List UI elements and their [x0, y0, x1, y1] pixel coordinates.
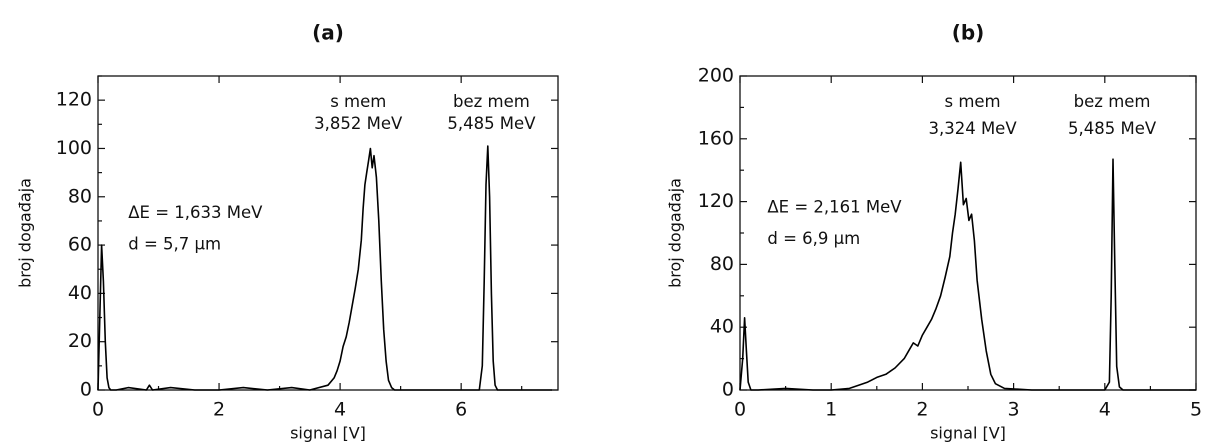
y-tick-label: 40 — [68, 282, 92, 304]
annotation-label: 3,852 MeV — [314, 114, 403, 133]
y-tick-label: 20 — [68, 330, 92, 352]
y-axis-label: broj događaja — [666, 178, 685, 288]
chart-title: (a) — [312, 21, 344, 45]
x-tick-label: 2 — [213, 399, 225, 421]
annotation-label: s mem — [330, 92, 386, 111]
annotation-label: ΔE = 2,161 MeV — [767, 197, 902, 216]
y-tick-label: 0 — [80, 379, 92, 401]
y-tick-label: 0 — [722, 379, 734, 401]
plot-frame — [97, 75, 559, 391]
x-tick-label: 3 — [1008, 399, 1020, 421]
x-tick-label: 1 — [825, 399, 837, 421]
panel-b: (b) 0 1 2 3 4 5 0 40 80 120 160 200 signal [V] broj do… — [666, 21, 1203, 443]
x-axis-label: signal [V] — [290, 424, 366, 443]
x-axis-label: signal [V] — [930, 424, 1006, 443]
annotation-label: 5,485 MeV — [1068, 119, 1157, 138]
annotation-label: ΔE = 1,633 MeV — [128, 203, 263, 222]
y-axis-label: broj događaja — [16, 178, 35, 288]
x-tick-label: 4 — [1099, 399, 1111, 421]
y-tick-label: 100 — [56, 137, 92, 159]
y-tick-label: 80 — [710, 253, 734, 275]
y-tick-label: 60 — [68, 234, 92, 256]
x-tick-label: 0 — [92, 399, 104, 421]
annotation-label: s mem — [944, 92, 1000, 111]
annotation-label: 5,485 MeV — [447, 114, 536, 133]
series-line — [739, 158, 1196, 391]
y-tick-label: 200 — [698, 65, 734, 87]
x-tick-label: 6 — [455, 399, 467, 421]
y-tick-label: 120 — [698, 190, 734, 212]
y-tick-label: 160 — [698, 127, 734, 149]
annotation-label: d = 5,7 μm — [128, 235, 221, 254]
annotation-label: bez mem — [453, 92, 530, 111]
x-tick-label: 2 — [916, 399, 928, 421]
y-tick-label: 40 — [710, 316, 734, 338]
x-tick-label: 5 — [1190, 399, 1202, 421]
annotation-label: 3,324 MeV — [928, 119, 1017, 138]
annotation-label: bez mem — [1074, 92, 1151, 111]
chart-title: (b) — [952, 21, 985, 45]
annotation-label: d = 6,9 μm — [767, 229, 860, 248]
x-tick-label: 0 — [734, 399, 746, 421]
y-tick-label: 80 — [68, 185, 92, 207]
series-line — [97, 145, 552, 391]
y-tick-label: 120 — [56, 89, 92, 111]
x-tick-label: 4 — [334, 399, 346, 421]
